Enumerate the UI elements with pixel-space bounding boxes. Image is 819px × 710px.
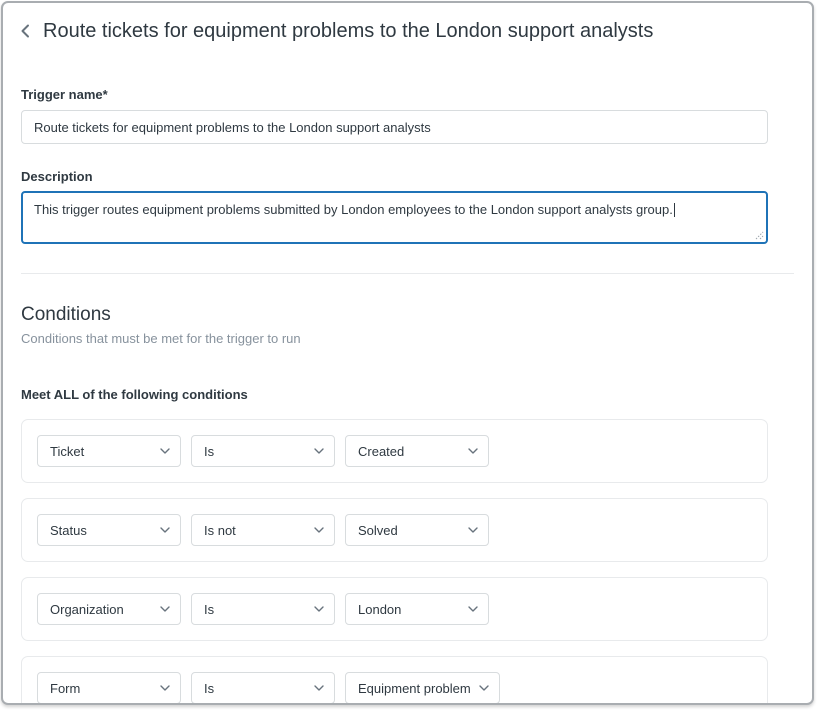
- chevron-down-icon: [479, 685, 489, 691]
- chevron-down-icon: [314, 448, 324, 454]
- select-value: Is: [204, 601, 215, 617]
- page-title: Route tickets for equipment problems to …: [43, 20, 654, 42]
- chevron-down-icon: [314, 685, 324, 691]
- condition-value-select[interactable]: Equipment problem: [345, 672, 500, 703]
- chevron-down-icon: [160, 527, 170, 533]
- section-divider: [21, 273, 794, 274]
- condition-row: Organization Is London: [21, 577, 768, 641]
- select-value: Status: [50, 522, 87, 538]
- select-value: London: [358, 601, 402, 617]
- condition-row: Form Is Equipment problem: [21, 656, 768, 703]
- chevron-down-icon: [468, 606, 478, 612]
- chevron-down-icon: [468, 527, 478, 533]
- conditions-subheading: Conditions that must be met for the trig…: [21, 331, 301, 346]
- condition-field-select[interactable]: Ticket: [37, 435, 181, 467]
- chevron-down-icon: [160, 685, 170, 691]
- trigger-form-section: Trigger name* Description This trigger r…: [3, 87, 812, 244]
- condition-field-select[interactable]: Form: [37, 672, 181, 703]
- select-value: Form: [50, 680, 81, 696]
- chevron-down-icon: [314, 606, 324, 612]
- condition-value-select[interactable]: London: [345, 593, 489, 625]
- condition-row: Ticket Is Created: [21, 419, 768, 483]
- condition-value-select[interactable]: Solved: [345, 514, 489, 546]
- select-value: Is: [204, 443, 215, 459]
- resize-grip-icon[interactable]: [753, 229, 764, 240]
- condition-operator-select[interactable]: Is not: [191, 514, 335, 546]
- meet-all-conditions-label: Meet ALL of the following conditions: [21, 387, 248, 402]
- condition-field-select[interactable]: Organization: [37, 593, 181, 625]
- condition-operator-select[interactable]: Is: [191, 435, 335, 467]
- trigger-name-input[interactable]: [21, 110, 768, 144]
- chevron-down-icon: [468, 448, 478, 454]
- select-value: Solved: [358, 522, 398, 538]
- trigger-name-label: Trigger name*: [21, 87, 108, 102]
- select-value: Is not: [204, 522, 236, 538]
- condition-field-select[interactable]: Status: [37, 514, 181, 546]
- description-label: Description: [21, 169, 93, 184]
- page-header: Route tickets for equipment problems to …: [3, 3, 812, 43]
- condition-operator-select[interactable]: Is: [191, 593, 335, 625]
- back-button[interactable]: [16, 21, 34, 41]
- text-caret: [673, 203, 676, 217]
- description-textarea[interactable]: This trigger routes equipment problems s…: [21, 191, 768, 244]
- select-value: Created: [358, 443, 405, 459]
- select-value: Organization: [50, 601, 124, 617]
- chevron-down-icon: [160, 606, 170, 612]
- condition-row: Status Is not Solved: [21, 498, 768, 562]
- conditions-section: Conditions Conditions that must be met f…: [3, 303, 812, 703]
- chevron-left-icon: [21, 24, 29, 38]
- conditions-heading: Conditions: [21, 304, 111, 325]
- condition-value-select[interactable]: Created: [345, 435, 489, 467]
- chevron-down-icon: [160, 448, 170, 454]
- condition-operator-select[interactable]: Is: [191, 672, 335, 703]
- description-text: This trigger routes equipment problems s…: [34, 202, 673, 217]
- select-value: Equipment problem: [358, 680, 471, 696]
- select-value: Ticket: [50, 443, 85, 459]
- chevron-down-icon: [314, 527, 324, 533]
- select-value: Is: [204, 680, 215, 696]
